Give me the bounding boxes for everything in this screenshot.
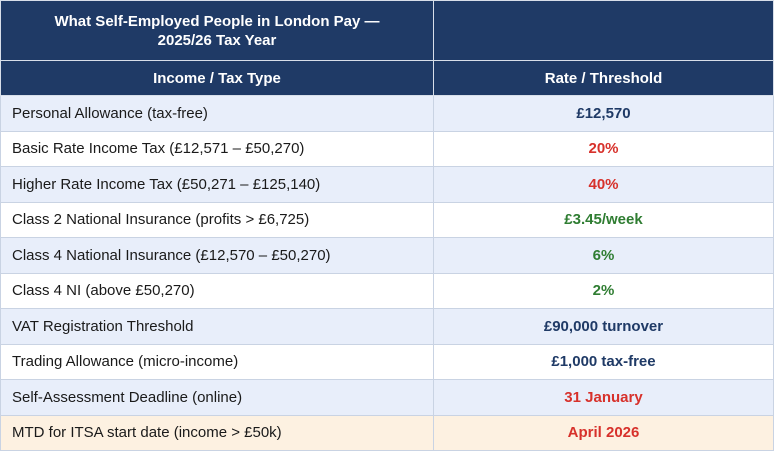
row-value: 20% [433,130,774,167]
row-value: £1,000 tax-free [433,343,774,380]
table-row: Class 4 NI (above £50,270) 2% [0,272,774,309]
row-value: 40% [433,166,774,203]
table-row: Class 2 National Insurance (profits > £6… [0,201,774,238]
table-title-row: What Self-Employed People in London Pay … [0,0,774,61]
table-row: Higher Rate Income Tax (£50,271 – £125,1… [0,166,774,203]
table-row: Class 4 National Insurance (£12,570 – £5… [0,237,774,274]
table-row: Basic Rate Income Tax (£12,571 – £50,270… [0,130,774,167]
row-label: Basic Rate Income Tax (£12,571 – £50,270… [0,130,434,167]
table-row-highlighted: MTD for ITSA start date (income > £50k) … [0,414,774,451]
row-value: April 2026 [433,414,774,451]
row-label: VAT Registration Threshold [0,308,434,345]
row-label: Trading Allowance (micro-income) [0,343,434,380]
table-row: Trading Allowance (micro-income) £1,000 … [0,343,774,380]
column-header-row: Income / Tax Type Rate / Threshold [0,60,774,96]
row-label: Higher Rate Income Tax (£50,271 – £125,1… [0,166,434,203]
column-header-income-type: Income / Tax Type [0,60,434,96]
table-title-blank-cell [433,0,774,61]
row-value: 31 January [433,379,774,416]
column-header-rate: Rate / Threshold [433,60,774,96]
row-label: Personal Allowance (tax-free) [0,95,434,132]
row-label: MTD for ITSA start date (income > £50k) [0,414,434,451]
table-title: What Self-Employed People in London Pay … [0,0,434,61]
table-row: Personal Allowance (tax-free) £12,570 [0,95,774,132]
row-label: Class 4 NI (above £50,270) [0,272,434,309]
row-value: £3.45/week [433,201,774,238]
row-value: £90,000 turnover [433,308,774,345]
table-row: Self-Assessment Deadline (online) 31 Jan… [0,379,774,416]
row-value: 6% [433,237,774,274]
table-row: VAT Registration Threshold £90,000 turno… [0,308,774,345]
row-label: Class 2 National Insurance (profits > £6… [0,201,434,238]
row-label: Class 4 National Insurance (£12,570 – £5… [0,237,434,274]
table-title-line-2: 2025/26 Tax Year [157,31,277,49]
row-value: 2% [433,272,774,309]
row-value: £12,570 [433,95,774,132]
table-title-line-1: What Self-Employed People in London Pay … [54,12,380,30]
row-label: Self-Assessment Deadline (online) [0,379,434,416]
